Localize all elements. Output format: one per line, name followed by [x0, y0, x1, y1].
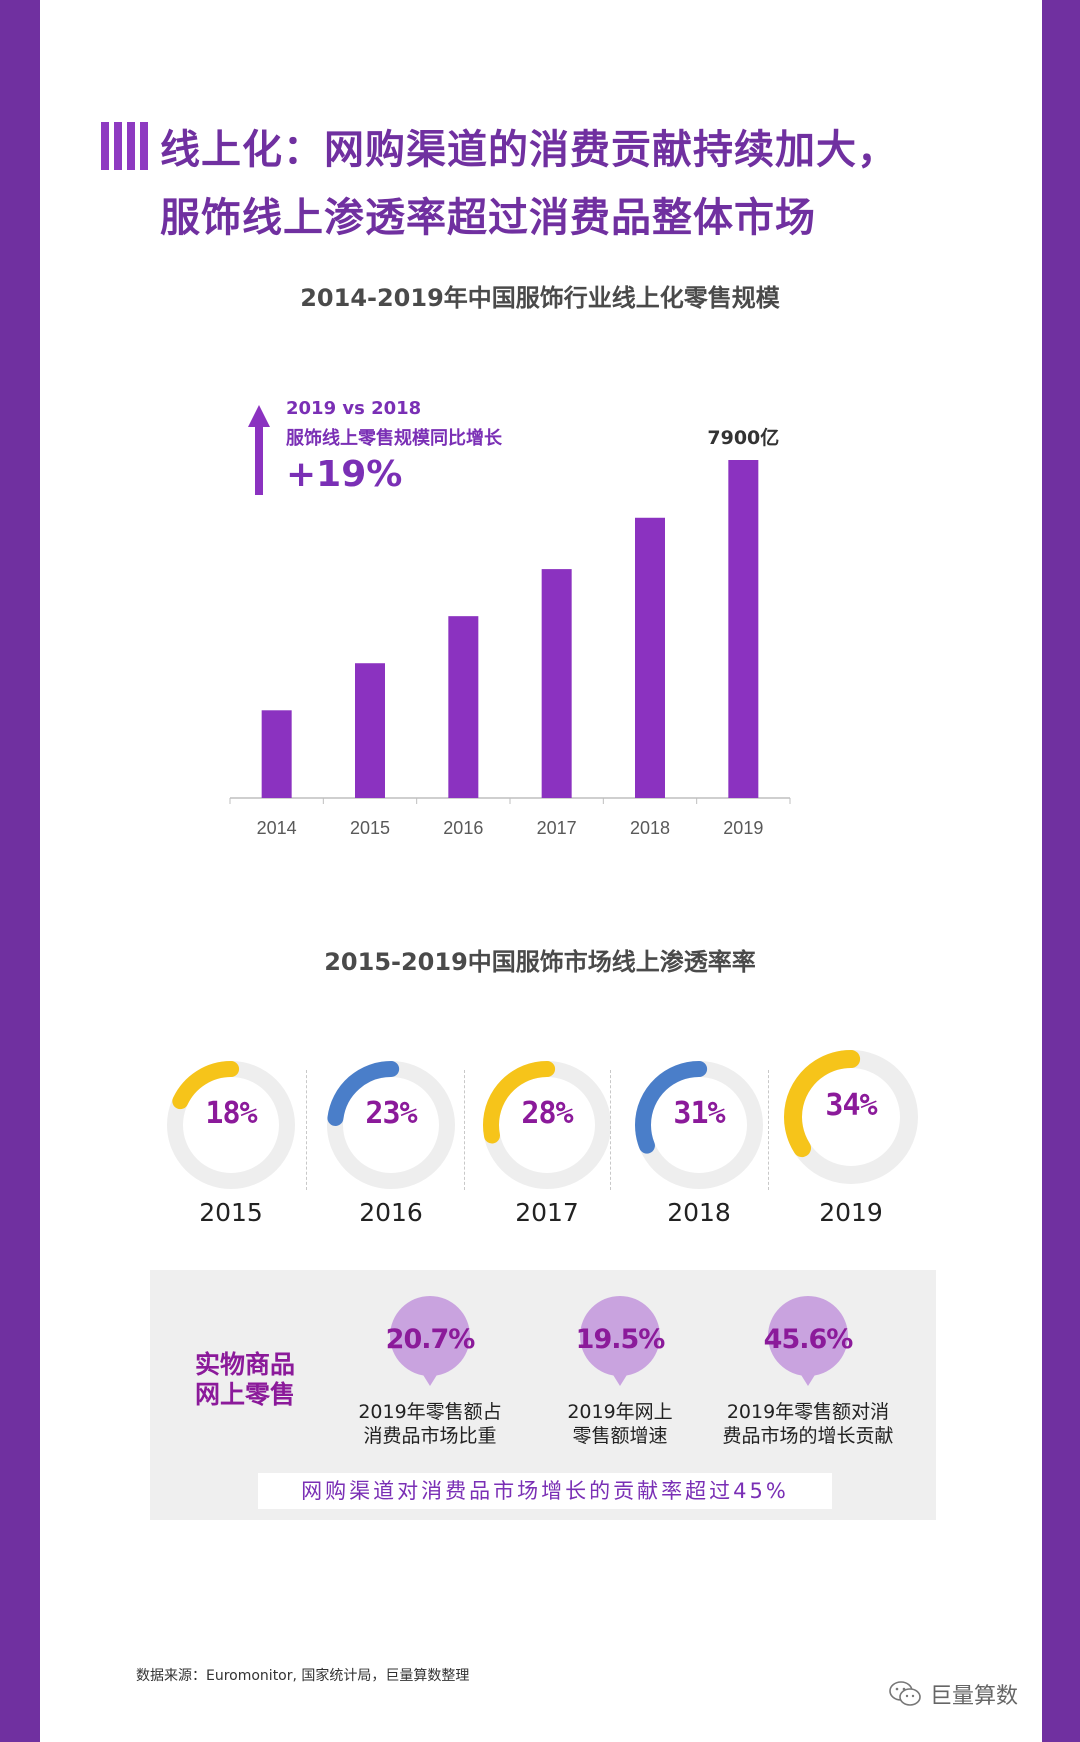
- bar-chart-title: 2014-2019年中国服饰行业线上化零售规模: [300, 284, 780, 312]
- donut-arc-2015: [167, 1061, 295, 1189]
- left-border-bar: [0, 0, 40, 1742]
- donut-2018: 31% 2018: [624, 1050, 776, 1236]
- donut-percent: 34%: [825, 1088, 877, 1123]
- donut-ring: [483, 1061, 611, 1189]
- title-stripes-icon: [101, 122, 149, 170]
- stat-value: 45.6%: [763, 1324, 854, 1355]
- donut-year: 2019: [819, 1198, 883, 1227]
- donut-arc-2016: [327, 1061, 455, 1189]
- divider: [464, 1070, 465, 1190]
- donut-arc-2019: [784, 1050, 918, 1184]
- x-tick-label: 2015: [350, 818, 390, 838]
- stat-description: 2019年网上 零售额增速: [567, 1401, 673, 1447]
- donut-year: 2015: [199, 1198, 263, 1227]
- page-headline: 线上化：网购渠道的消费贡献持续加大， 服饰线上渗透率超过消费品整体市场: [160, 127, 898, 241]
- growth-callout-period: 2019 vs 2018: [286, 398, 422, 419]
- donut-ring: [784, 1050, 918, 1184]
- right-border-bar: [1042, 0, 1080, 1742]
- x-tick-label: 2016: [443, 818, 483, 838]
- x-tick-label: 2018: [630, 818, 670, 838]
- watermark: 巨量算数: [888, 1678, 1018, 1710]
- stat-description: 2019年零售额占 消费品市场比重: [358, 1401, 502, 1447]
- up-arrow-icon: [248, 405, 270, 495]
- bar-chart: 2014 2015 2016 2017 2018 2019 7900亿: [229, 426, 791, 838]
- growth-callout-desc: 服饰线上零售规模同比增长: [286, 428, 502, 449]
- donut-year: 2016: [359, 1198, 423, 1227]
- x-tick-label: 2014: [257, 818, 297, 838]
- wechat-icon: [889, 1681, 921, 1706]
- stat-value: 20.7%: [385, 1324, 476, 1355]
- donut-ring: [167, 1061, 295, 1189]
- donut-2019: 34% 2019: [776, 1042, 928, 1228]
- data-source-note: 数据来源：Euromonitor, 国家统计局，巨量算数整理: [136, 1668, 470, 1684]
- stat-value: 19.5%: [575, 1324, 666, 1355]
- bar-2015: [355, 663, 385, 798]
- bar-2018: [635, 517, 665, 798]
- bar-2016: [448, 616, 479, 798]
- donut-percent: 28%: [521, 1096, 573, 1131]
- bar-2017: [541, 569, 572, 798]
- bar-2019: [728, 460, 759, 798]
- donut-ring: [327, 1061, 455, 1189]
- donut-percent: 18%: [205, 1096, 257, 1131]
- donut-year: 2017: [515, 1198, 579, 1227]
- donut-chart-title: 2015-2019中国服饰市场线上渗透率率: [324, 948, 756, 976]
- watermark-text: 巨量算数: [930, 1684, 1019, 1709]
- donut-arc-2017: [483, 1061, 611, 1189]
- donut-2017: 28% 2017: [472, 1050, 624, 1236]
- donut-2016: 23% 2016: [316, 1050, 468, 1236]
- speech-bubble-icon: [580, 1296, 660, 1386]
- divider: [306, 1070, 307, 1190]
- divider: [610, 1070, 611, 1190]
- speech-bubble-icon: [390, 1296, 470, 1386]
- bar-data-label: 7900亿: [707, 426, 779, 449]
- donut-percent: 23%: [365, 1096, 417, 1131]
- summary-label: 实物商品 网上零售: [195, 1350, 296, 1409]
- donut-year: 2018: [667, 1198, 731, 1227]
- divider: [768, 1070, 769, 1190]
- summary-banner: 网购渠道对消费品市场增长的贡献率超过45%: [258, 1473, 832, 1509]
- donut-arc-2018: [635, 1061, 763, 1189]
- speech-bubble-icon: [768, 1296, 848, 1386]
- x-tick-label: 2019: [723, 818, 763, 838]
- stat-description: 2019年零售额对消 费品市场的增长贡献: [722, 1401, 894, 1447]
- donut-2015: 18% 2015: [156, 1050, 308, 1236]
- growth-callout-value: +19%: [286, 454, 403, 495]
- x-tick-label: 2017: [537, 818, 577, 838]
- donut-ring: [635, 1061, 763, 1189]
- penetration-donut-row: 18% 2015 23% 2016 28% 2017 31% 2018: [150, 1050, 930, 1240]
- bar-2014: [261, 710, 292, 798]
- donut-percent: 31%: [673, 1096, 725, 1131]
- online-retail-summary: 实物商品 网上零售 20.7% 2019年零售额占 消费品市场比重 19.5% …: [150, 1270, 936, 1520]
